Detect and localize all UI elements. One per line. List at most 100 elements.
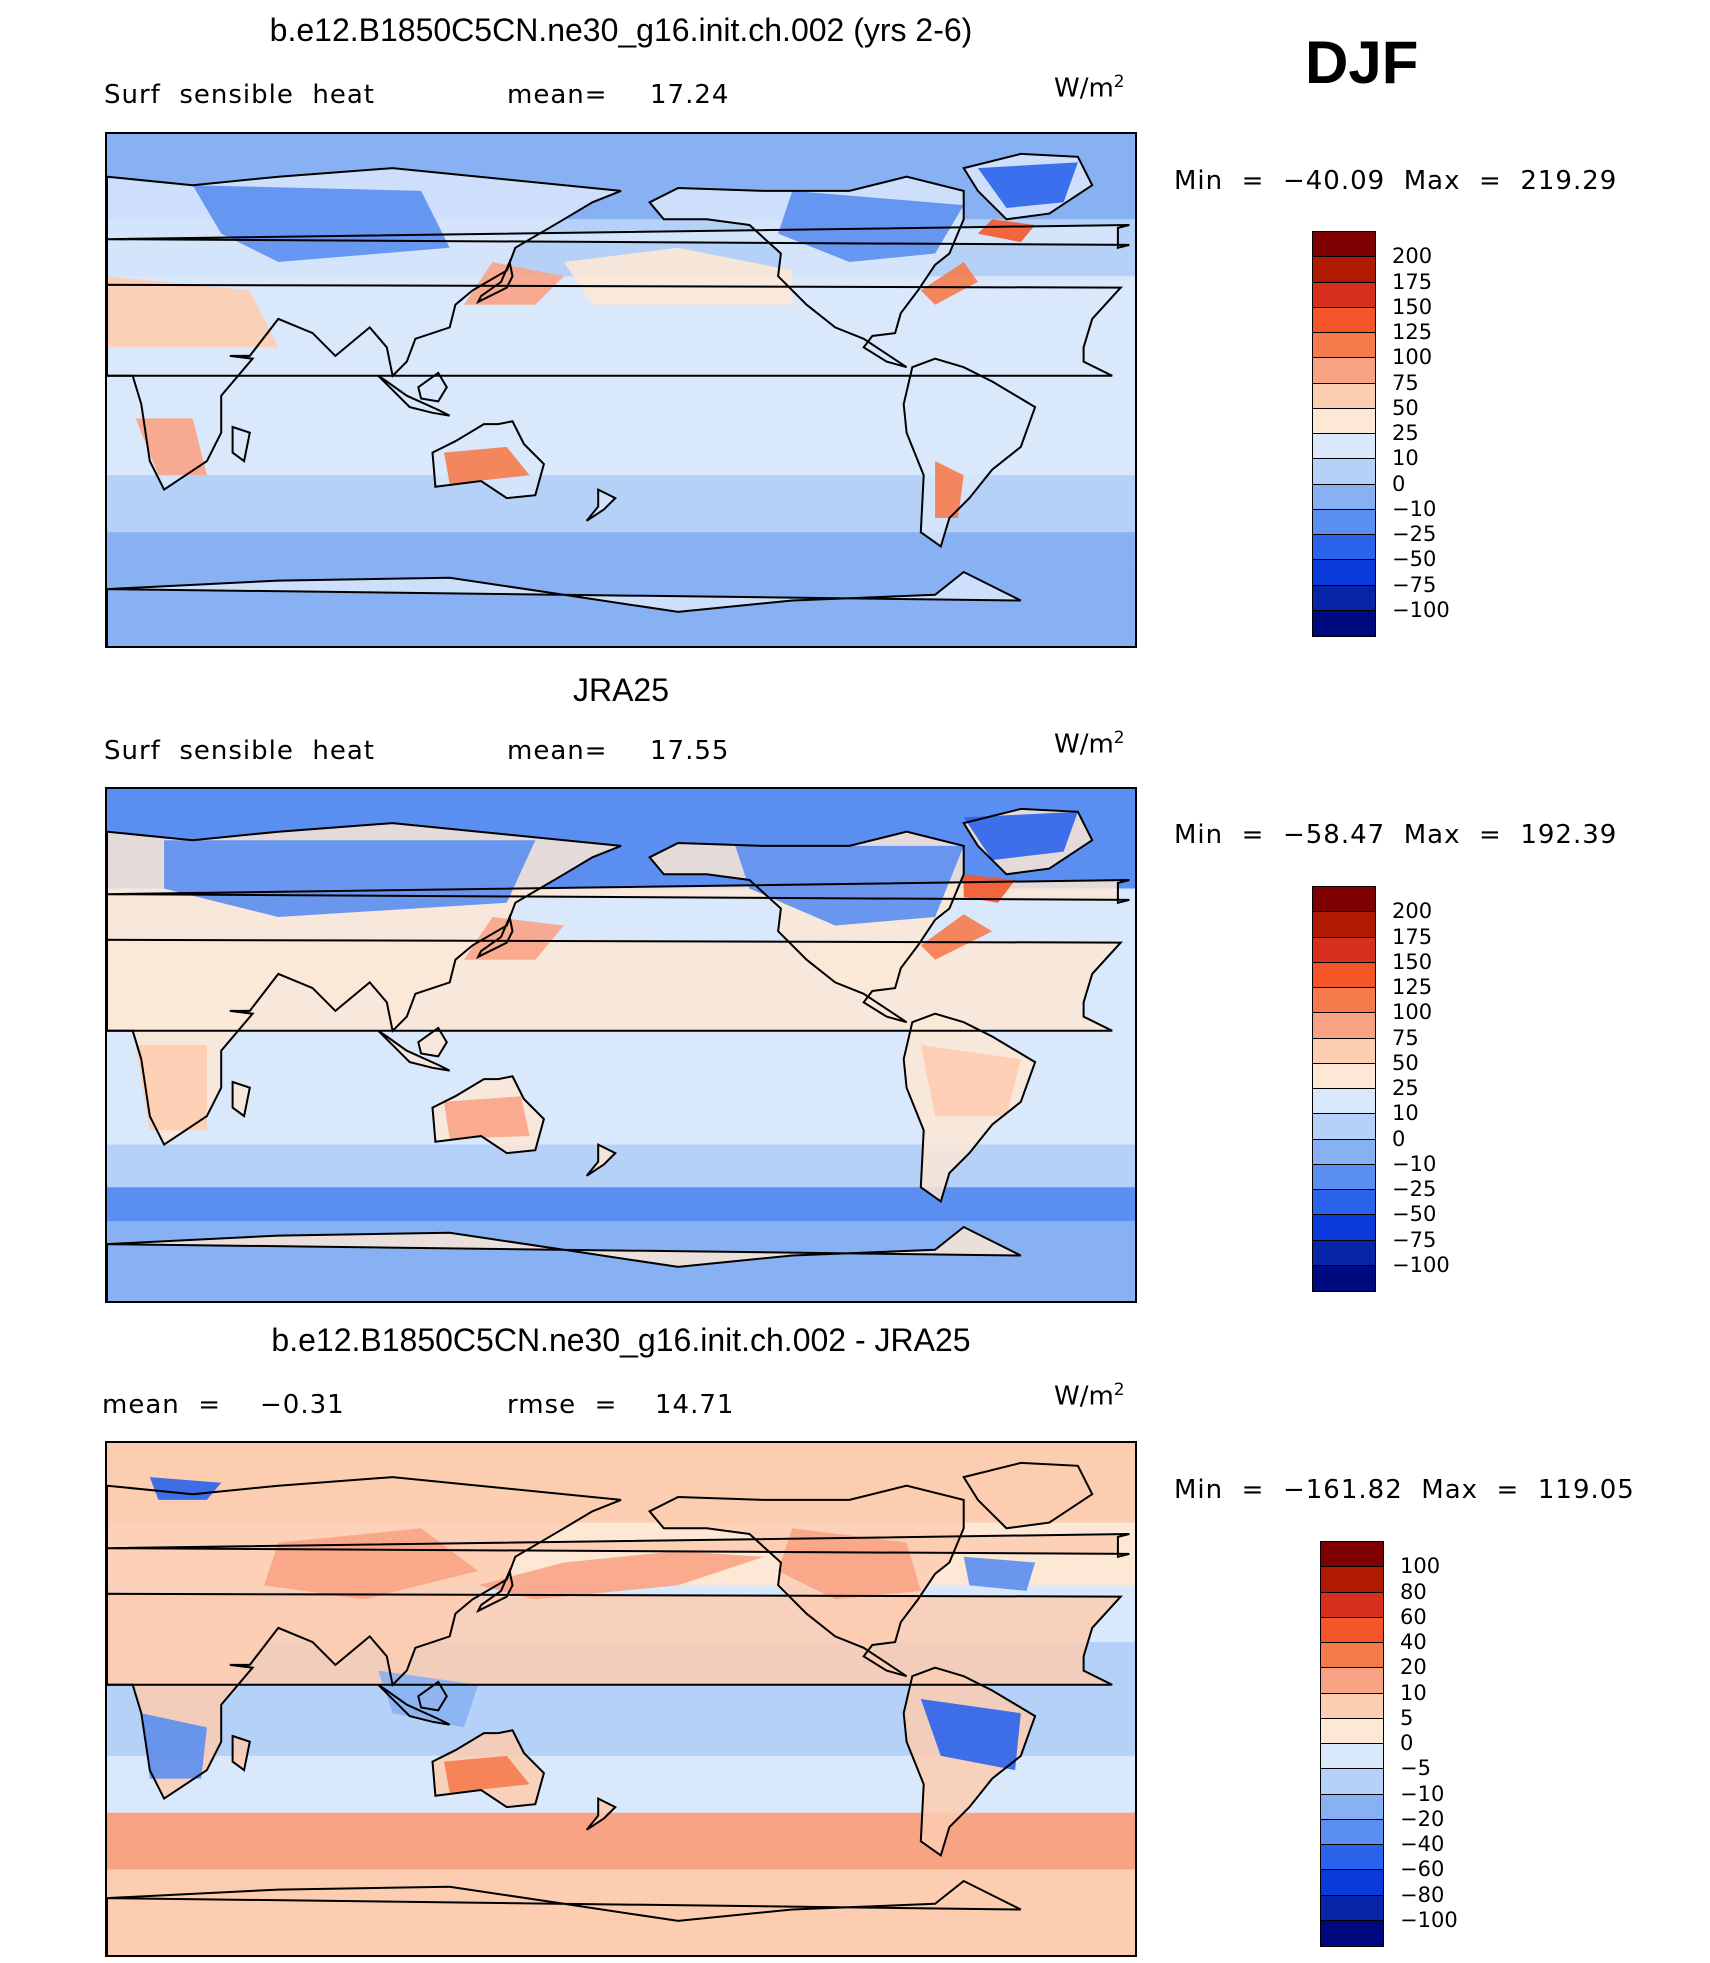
- panel-1-title: b.e12.B1850C5CN.ne30_g16.init.ch.002 (yr…: [269, 12, 973, 48]
- colorbar-swatch: [1313, 257, 1375, 283]
- colorbar-tick-label: 60: [1400, 1604, 1427, 1629]
- colorbar-tick-label: −100: [1400, 1907, 1458, 1932]
- colorbar-swatch: [1313, 887, 1375, 913]
- colorbar-tick-label: 50: [1392, 1050, 1419, 1075]
- colorbar-tick-label: 200: [1392, 899, 1433, 924]
- colorbar-tick-label: 100: [1400, 1554, 1441, 1579]
- panel-2-mean-value: 17.55: [650, 736, 730, 766]
- colorbar-tick-label: 75: [1392, 370, 1419, 395]
- colorbar-swatch: [1313, 535, 1375, 561]
- panel-3-colorbar: [1320, 1541, 1384, 1947]
- panel-2-map: [105, 787, 1137, 1303]
- panel-1-mean-value: 17.24: [650, 80, 730, 110]
- colorbar-swatch: [1321, 1819, 1383, 1845]
- colorbar-tick-label: 100: [1392, 1000, 1433, 1025]
- panel-3-units: W/m2: [1054, 1380, 1125, 1412]
- colorbar-tick-label: −10: [1400, 1781, 1445, 1806]
- colorbar-tick-label: 10: [1400, 1680, 1427, 1705]
- colorbar-tick-label: 75: [1392, 1025, 1419, 1050]
- colorbar-swatch: [1321, 1542, 1383, 1568]
- colorbar-swatch: [1313, 358, 1375, 384]
- colorbar-swatch: [1313, 307, 1375, 333]
- colorbar-swatch: [1313, 937, 1375, 963]
- panel-1-variable: Surf sensible heat: [104, 80, 375, 110]
- units-exponent: 2: [1113, 728, 1125, 748]
- panel-2-title: JRA25: [572, 672, 670, 708]
- colorbar-tick-label: −10: [1392, 1151, 1437, 1176]
- units-text: W/m: [1054, 73, 1114, 104]
- colorbar-swatch: [1321, 1668, 1383, 1694]
- colorbar-swatch: [1313, 1013, 1375, 1039]
- panel-1-map: [105, 132, 1137, 648]
- colorbar-tick-label: −20: [1400, 1806, 1445, 1831]
- colorbar-swatch: [1313, 333, 1375, 359]
- colorbar-swatch: [1313, 434, 1375, 460]
- colorbar-tick-label: −50: [1392, 547, 1437, 572]
- world-map: [107, 1443, 1135, 1955]
- colorbar-swatch: [1321, 1845, 1383, 1871]
- colorbar-tick-label: 175: [1392, 924, 1433, 949]
- colorbar-swatch: [1313, 560, 1375, 586]
- colorbar-swatch: [1321, 1870, 1383, 1896]
- colorbar-tick-label: 150: [1392, 949, 1433, 974]
- colorbar-swatch: [1313, 1240, 1375, 1266]
- panel-1-colorbar: [1312, 231, 1376, 637]
- colorbar-tick-label: 125: [1392, 320, 1433, 344]
- panel-1-units: W/m2: [1054, 72, 1125, 104]
- colorbar-swatch: [1321, 1920, 1383, 1946]
- colorbar-tick-label: 40: [1400, 1630, 1427, 1654]
- units-text: W/m: [1054, 729, 1114, 760]
- colorbar-swatch: [1321, 1617, 1383, 1643]
- colorbar-tick-label: 200: [1392, 244, 1433, 269]
- colorbar-swatch: [1313, 383, 1375, 409]
- panel-2-minmax: Min = −58.47 Max = 192.39: [1174, 820, 1618, 850]
- colorbar-swatch: [1313, 962, 1375, 988]
- colorbar-tick-label: −75: [1392, 572, 1437, 597]
- colorbar-tick-label: −5: [1400, 1756, 1431, 1781]
- colorbar-tick-label: 10: [1392, 1101, 1419, 1126]
- colorbar-swatch: [1321, 1895, 1383, 1921]
- colorbar-swatch: [1321, 1643, 1383, 1669]
- panel-3-title: b.e12.B1850C5CN.ne30_g16.init.ch.002 - J…: [271, 1322, 971, 1358]
- panel-2-units: W/m2: [1054, 728, 1125, 760]
- colorbar-tick-label: −10: [1392, 496, 1437, 521]
- colorbar-swatch: [1313, 1139, 1375, 1165]
- colorbar-swatch: [1321, 1769, 1383, 1795]
- colorbar-swatch: [1313, 1164, 1375, 1190]
- colorbar-tick-label: −75: [1392, 1227, 1437, 1252]
- colorbar-tick-label: 150: [1392, 294, 1433, 319]
- panel-2-colorbar: [1312, 886, 1376, 1292]
- colorbar-swatch: [1321, 1693, 1383, 1719]
- colorbar-tick-label: 125: [1392, 975, 1433, 999]
- colorbar-swatch: [1313, 232, 1375, 258]
- colorbar-tick-label: 100: [1392, 345, 1433, 370]
- colorbar-swatch: [1321, 1567, 1383, 1593]
- panel-3-rmse-value: 14.71: [655, 1390, 735, 1420]
- season-label: DJF: [1305, 29, 1419, 96]
- colorbar-swatch: [1313, 988, 1375, 1014]
- colorbar-swatch: [1313, 1190, 1375, 1216]
- colorbar-tick-label: 20: [1400, 1655, 1427, 1680]
- colorbar-tick-label: 175: [1392, 269, 1433, 294]
- panel-1-minmax: Min = −40.09 Max = 219.29: [1174, 166, 1618, 196]
- colorbar-swatch: [1313, 408, 1375, 434]
- colorbar-swatch: [1313, 484, 1375, 510]
- units-exponent: 2: [1113, 72, 1125, 92]
- panel-3-minmax: Min = −161.82 Max = 119.05: [1174, 1475, 1635, 1505]
- world-map: [107, 134, 1135, 646]
- colorbar-tick-label: −40: [1400, 1832, 1445, 1856]
- units-text: W/m: [1054, 1381, 1114, 1412]
- colorbar-tick-label: 5: [1400, 1705, 1414, 1730]
- colorbar-tick-label: 25: [1392, 421, 1419, 445]
- colorbar-tick-label: −100: [1392, 597, 1450, 622]
- colorbar-swatch: [1313, 1265, 1375, 1291]
- colorbar-tick-label: −25: [1392, 522, 1437, 546]
- colorbar-tick-label: −60: [1400, 1857, 1445, 1882]
- panel-3-mean-value: −0.31: [260, 1390, 345, 1420]
- colorbar-tick-label: −25: [1392, 1177, 1437, 1201]
- colorbar-swatch: [1313, 282, 1375, 308]
- colorbar-tick-label: 80: [1400, 1579, 1427, 1604]
- colorbar-tick-label: 0: [1400, 1731, 1414, 1755]
- colorbar-tick-label: −80: [1400, 1882, 1445, 1907]
- colorbar-swatch: [1313, 509, 1375, 535]
